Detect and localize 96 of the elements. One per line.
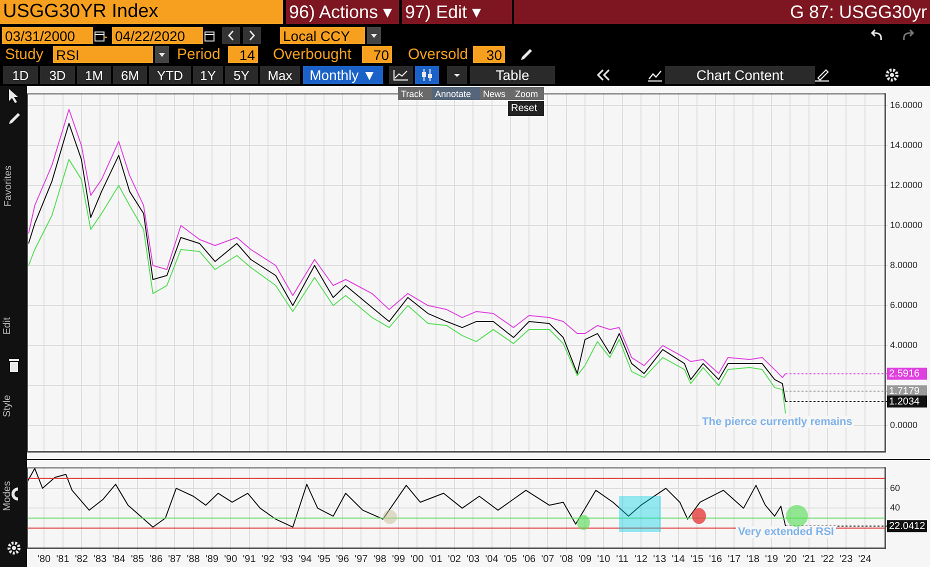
x-tick-label: '23 bbox=[840, 554, 854, 565]
x-tick-label: '21 bbox=[802, 554, 816, 565]
annotation: 1.2034 bbox=[889, 396, 920, 408]
x-tick-label: '19 bbox=[765, 554, 778, 565]
text: Local CCY bbox=[280, 27, 365, 44]
text: USGG30YR Index bbox=[0, 0, 283, 24]
x-tick-label: '24 bbox=[858, 554, 872, 565]
x-tick-label: '06 bbox=[522, 554, 536, 565]
annotation: 2.5916 bbox=[889, 368, 920, 380]
annotation: Track bbox=[398, 87, 432, 100]
text: Monthly ▼ bbox=[303, 66, 383, 84]
text: 03/31/2000 bbox=[2, 27, 93, 44]
text: 97) Edit ▾ bbox=[402, 0, 512, 24]
y-tick-label: 4.0000 bbox=[890, 340, 918, 350]
x-tick-label: '11 bbox=[616, 554, 629, 565]
text: 1M bbox=[77, 66, 111, 84]
annotation: The pierce currently remains bbox=[700, 416, 854, 428]
text: 5Y bbox=[225, 66, 258, 84]
annotation: News bbox=[480, 87, 512, 100]
x-tick-label: '88 bbox=[186, 554, 200, 565]
x-tick-label: '91 bbox=[242, 554, 256, 565]
x-tick-label: '97 bbox=[354, 554, 368, 565]
text: Max bbox=[260, 66, 300, 84]
x-tick-label: '04 bbox=[485, 554, 499, 565]
x-tick-label: '08 bbox=[560, 554, 574, 565]
text: Table bbox=[470, 66, 555, 84]
x-tick-label: '85 bbox=[130, 554, 144, 565]
annotation: Annotate bbox=[432, 87, 480, 100]
text: RSI bbox=[53, 46, 153, 63]
text: Period bbox=[176, 46, 222, 63]
x-tick-label: '03 bbox=[466, 554, 480, 565]
y-tick-label: 40 bbox=[890, 502, 900, 513]
x-tick-label: '17 bbox=[728, 554, 742, 565]
y-tick-label: 14.0000 bbox=[890, 140, 923, 150]
x-tick-label: '82 bbox=[74, 554, 88, 565]
text: 96) Actions ▾ bbox=[286, 0, 399, 24]
x-tick-label: '18 bbox=[746, 554, 760, 565]
x-tick-label: '09 bbox=[578, 554, 592, 565]
x-tick-label: '10 bbox=[597, 554, 611, 565]
y-tick-label: 0.0000 bbox=[890, 420, 918, 430]
text: 14 bbox=[228, 46, 258, 63]
y-tick-label: 12.0000 bbox=[890, 180, 923, 190]
text: YTD bbox=[149, 66, 191, 84]
y-tick-label: 10.0000 bbox=[890, 220, 923, 230]
y-tick-label: 60 bbox=[890, 482, 900, 493]
x-tick-label: '93 bbox=[280, 554, 294, 565]
x-tick-label: '84 bbox=[112, 554, 126, 565]
x-tick-label: '07 bbox=[541, 554, 555, 565]
x-tick-label: '01 bbox=[429, 554, 443, 565]
annotation: 1.7179 bbox=[889, 386, 920, 397]
x-tick-label: '13 bbox=[653, 554, 667, 565]
x-tick-label: '86 bbox=[149, 554, 163, 565]
text: Study bbox=[4, 46, 44, 63]
annotation: Zoom bbox=[512, 87, 544, 100]
x-tick-label: '94 bbox=[298, 554, 312, 565]
x-tick-label: '20 bbox=[784, 554, 798, 565]
x-tick-label: '87 bbox=[168, 554, 182, 565]
x-tick-label: '14 bbox=[672, 554, 686, 565]
y-tick-label: 6.0000 bbox=[890, 300, 918, 310]
text: Modes bbox=[1, 480, 13, 514]
x-tick-label: '96 bbox=[336, 554, 350, 565]
text: G 87: USGG30yr bbox=[514, 0, 930, 24]
x-tick-label: '83 bbox=[94, 554, 107, 565]
x-tick-label: '89 bbox=[205, 554, 219, 565]
x-tick-label: '92 bbox=[261, 554, 275, 565]
x-tick-label: '90 bbox=[224, 554, 238, 565]
x-tick-label: '22 bbox=[820, 554, 834, 565]
annotation: Reset bbox=[508, 101, 544, 116]
text: Overbought bbox=[272, 46, 352, 63]
x-tick-label: '15 bbox=[690, 554, 704, 565]
x-tick-label: '05 bbox=[504, 554, 518, 565]
text: Chart Content bbox=[665, 66, 815, 84]
y-tick-label: 8.0000 bbox=[890, 260, 918, 270]
text: 3D bbox=[40, 66, 75, 84]
x-tick-label: '16 bbox=[709, 554, 723, 565]
x-tick-label: '95 bbox=[317, 554, 331, 565]
text: 30 bbox=[473, 46, 505, 63]
x-tick-label: '00 bbox=[410, 554, 424, 565]
annotation: Very extended RSI bbox=[736, 526, 836, 538]
x-tick-label: '80 bbox=[38, 554, 52, 565]
x-tick-label: '99 bbox=[392, 554, 406, 565]
text: Favorites bbox=[2, 164, 14, 209]
text: Oversold bbox=[407, 46, 470, 63]
x-tick-label: '81 bbox=[56, 554, 70, 565]
text: 6M bbox=[113, 66, 147, 84]
text: Edit bbox=[1, 316, 13, 337]
x-tick-label: '02 bbox=[448, 554, 462, 565]
text: 1Y bbox=[193, 66, 223, 84]
annotation: 22.0412 bbox=[889, 520, 926, 532]
x-tick-label: '98 bbox=[373, 554, 387, 565]
x-tick-label: '12 bbox=[634, 554, 648, 565]
text: 1D bbox=[3, 66, 38, 84]
text: 70 bbox=[362, 46, 392, 63]
y-tick-label: 16.0000 bbox=[890, 100, 923, 110]
text: Style bbox=[1, 394, 13, 420]
text: 04/22/2020 bbox=[112, 27, 203, 44]
